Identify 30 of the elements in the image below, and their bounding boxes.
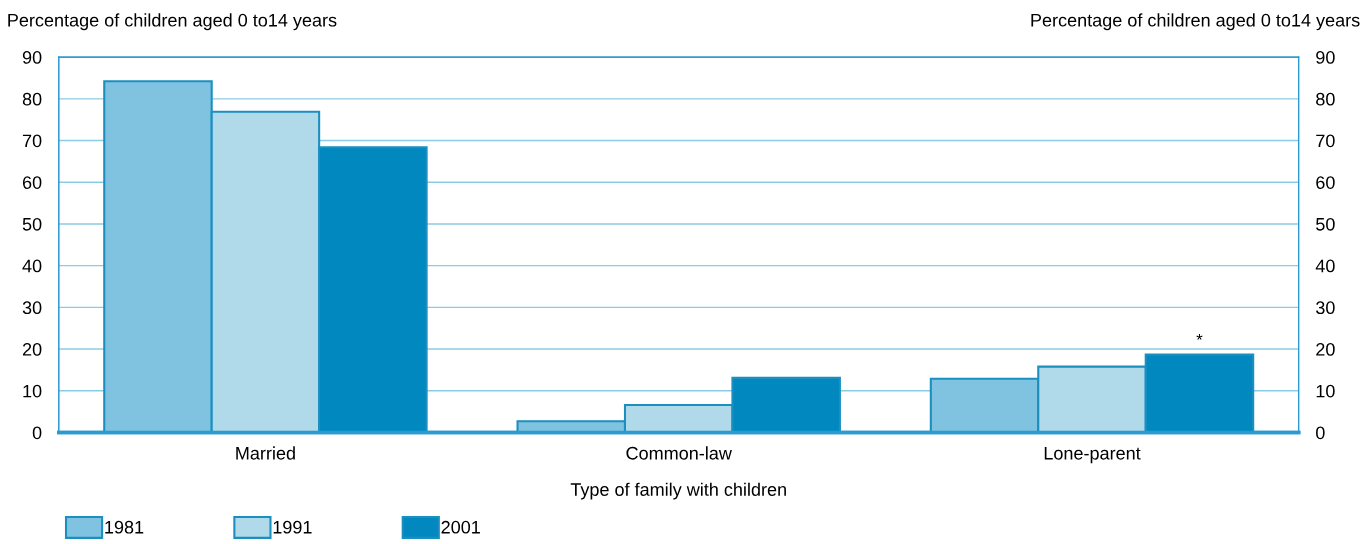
y2-tick-label: 60 [1316,176,1335,189]
annotation: * [1196,334,1203,340]
y2-tick-label: 0 [1316,426,1325,440]
y2-tick-label: 10 [1316,384,1335,398]
y-tick-label: 30 [22,301,42,315]
y2-tick-label: 70 [1316,134,1335,148]
y-tick-label: 70 [22,134,42,148]
y-tick-label: 80 [22,92,42,106]
y2-tick-label: 50 [1316,217,1335,231]
y2-tick-label: 80 [1316,92,1335,106]
y2-tick-label: 40 [1315,259,1335,273]
y-tick-label: 10 [23,384,42,398]
legend-label: 1981 [105,520,144,534]
x-tick-label: Lone-parent [1044,447,1141,464]
y-tick-label: 50 [22,217,42,231]
y-tick-label: 40 [22,259,42,273]
x-tick-label: Common-law [626,446,732,460]
legend-label: 2001 [441,520,480,534]
legend-label: 1991 [273,520,312,534]
y2-axis-title: Percentage of children aged 0 to14 years [1031,13,1360,31]
y-tick-label: 60 [22,176,42,189]
y2-tick-label: 90 [1316,51,1335,64]
y-axis-title: Percentage of children aged 0 to14 years [8,13,337,31]
x-tick-label: Married [236,446,295,460]
y2-tick-label: 30 [1316,301,1335,315]
y-tick-label: 0 [32,426,42,440]
y2-tick-label: 20 [1316,343,1335,356]
y-tick-label: 20 [22,343,42,356]
x-axis-title: Type of family with children [570,482,786,500]
y-tick-label: 90 [22,51,42,64]
